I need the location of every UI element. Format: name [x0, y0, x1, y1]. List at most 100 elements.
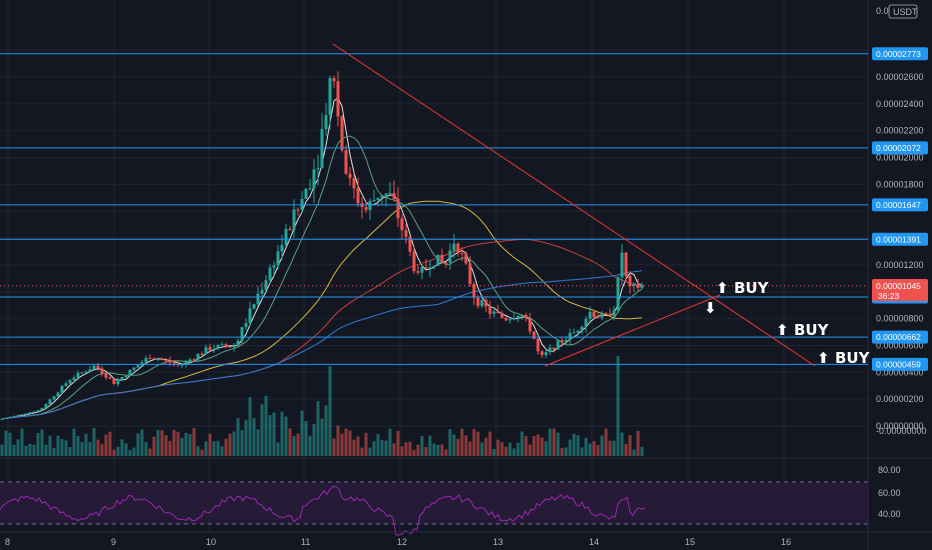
currency-badge[interactable] [888, 4, 918, 19]
volume-bar [332, 438, 336, 456]
volume-bar [36, 432, 40, 456]
volume-bar [156, 430, 160, 456]
candle-body [244, 323, 248, 328]
candle-body [144, 358, 148, 363]
candle-body [320, 129, 324, 169]
price-tick: 0.00000200 [876, 394, 924, 404]
buy-annotation-1[interactable]: ⬆ BUY [716, 279, 770, 297]
candle-body [20, 414, 24, 416]
volume-bar [328, 366, 332, 456]
candle-body [192, 359, 196, 361]
volume-bar [608, 440, 612, 456]
volume-bar [492, 449, 496, 456]
candle-body [132, 367, 136, 370]
volume-bar [8, 432, 12, 456]
candle-body [112, 378, 116, 385]
volume-bar [356, 436, 360, 456]
candle-body [552, 347, 556, 350]
candle-body [352, 178, 356, 189]
candle-body [520, 315, 524, 317]
volume-bar [636, 431, 640, 456]
price-tick: 0.00000800 [876, 314, 924, 324]
volume-bar [352, 439, 356, 456]
candle-body [372, 199, 376, 202]
candle-body [220, 344, 224, 346]
time-axis[interactable]: 8 9 10 11 12 13 14 15 16 [5, 537, 791, 547]
volume-bar [500, 442, 504, 456]
candle-body [496, 311, 500, 313]
volume-bar [188, 434, 192, 456]
candle-body [544, 352, 548, 356]
candle-body [12, 415, 16, 417]
price-axis[interactable]: 0.0 USDT [876, 4, 918, 19]
volume-bar [256, 429, 260, 456]
volume-bar [44, 444, 48, 456]
candle-body [560, 340, 564, 343]
sell-arrow-annotation[interactable]: ⬇ [704, 299, 717, 317]
buy-label: BUY [835, 349, 871, 367]
volume-bar [496, 439, 500, 456]
trend-lines[interactable] [332, 43, 816, 367]
candle-body [396, 198, 400, 219]
candle-body [292, 209, 296, 231]
candle-body [216, 345, 220, 349]
candle-body [148, 358, 152, 360]
candle-body [596, 317, 600, 319]
ascending-trendline[interactable] [544, 294, 721, 367]
volume-bar [464, 435, 468, 456]
volume-bar [540, 437, 544, 456]
price-tag-label: 0.00002773 [876, 49, 921, 59]
volume-bar [184, 432, 188, 456]
candle-body [476, 297, 480, 307]
volume-bar [520, 431, 524, 456]
candle-body [484, 300, 488, 307]
current-price-tag[interactable]: 0.00001045 36:23 [872, 279, 928, 301]
candle-body [404, 230, 408, 237]
candle-body [24, 413, 28, 415]
candle-body [268, 267, 272, 281]
volume-bar [252, 418, 256, 456]
candle-body [16, 414, 20, 416]
buy-annotation-3[interactable]: ⬆ BUY [817, 349, 871, 367]
candle-body [628, 276, 632, 286]
descending-trendline[interactable] [332, 43, 816, 367]
candle-body [464, 253, 468, 264]
up-arrow-icon: ⬆ [716, 279, 729, 297]
volume-bar [288, 428, 292, 456]
volume-bar [336, 425, 340, 456]
up-arrow-icon: ⬆ [817, 349, 830, 367]
candle-body [108, 377, 112, 379]
volume-bar [628, 435, 632, 456]
time-tick: 14 [589, 537, 599, 547]
moving-averages [1, 96, 643, 420]
rsi-pane[interactable] [0, 481, 868, 536]
volume-bar [432, 443, 436, 456]
candle-body [408, 236, 412, 252]
candle-body [424, 267, 428, 269]
candle-body [568, 332, 572, 341]
buy-annotation-2[interactable]: ⬆ BUY [776, 321, 830, 339]
candle-body [492, 311, 496, 314]
candle-body [328, 78, 332, 116]
time-tick: 16 [781, 537, 791, 547]
time-tick: 8 [5, 537, 10, 547]
volume-bar [548, 428, 552, 456]
volume-bar [232, 431, 236, 456]
candle-body [400, 218, 404, 231]
volume-bar [616, 356, 620, 456]
candle-body [172, 362, 176, 364]
candle-body [284, 229, 288, 245]
buy-label: BUY [734, 279, 770, 297]
candle-body [612, 310, 616, 316]
candle-body [156, 359, 160, 361]
candle-body [340, 116, 344, 151]
horizontal-levels[interactable] [0, 53, 868, 365]
volume-bar [632, 449, 636, 456]
volume-bar [448, 429, 452, 456]
candle-body [444, 262, 448, 264]
candle-body [508, 319, 512, 321]
volume-bar [316, 401, 320, 456]
candle-body [164, 359, 168, 361]
candle-body [600, 313, 604, 318]
